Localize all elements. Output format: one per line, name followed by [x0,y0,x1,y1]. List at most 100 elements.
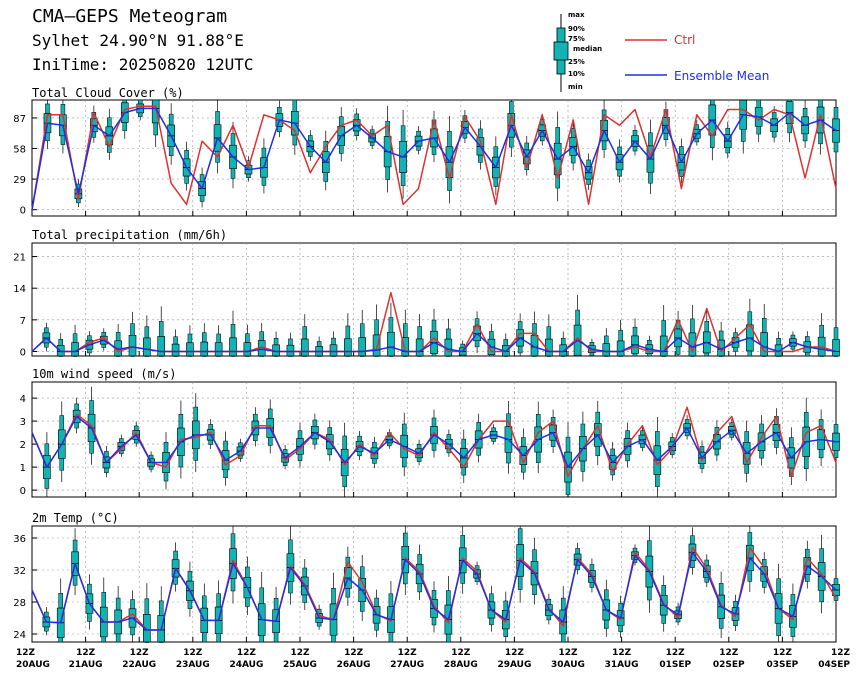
panel-title: 10m wind speed (m/s) [32,367,177,381]
box-outer-lower [589,352,595,356]
chart-title: CMA–GEPS Meteogram [32,6,228,27]
box-outer-lower [173,355,178,357]
box-outer-upper [158,600,164,616]
box-outer-upper [267,408,273,419]
box-outer-lower [87,613,92,622]
box-outer-lower [675,346,681,355]
box-outer-upper [72,539,78,553]
series-mean-line [31,107,837,210]
box-outer-upper [44,443,50,456]
box-outer-upper [45,103,50,114]
box-iqr [602,343,611,357]
box-outer-lower [818,449,824,459]
box-outer-lower [312,438,318,445]
box-outer-lower [302,355,308,357]
series-mean-line [31,551,837,631]
box-outer-lower [802,133,808,142]
box-outer-upper [292,99,298,112]
box-outer-lower [223,469,228,479]
box-outer-lower [546,355,552,357]
box-outer-lower [632,353,638,357]
x-tick-hour-label: 12Z [666,648,686,658]
box-outer-lower [316,622,322,627]
box-iqr [171,343,180,357]
box-outer-upper [253,413,258,422]
box-iqr [300,338,309,357]
series-mean-line [31,332,837,353]
box-outer-upper [575,548,580,555]
box-outer-lower [153,122,158,136]
y-tick-label: 2 [20,440,26,451]
box-outer-lower [267,437,273,446]
box-outer-upper [555,127,560,144]
box-outer-lower [253,434,258,441]
x-tick-hour-label: 12Z [831,648,851,658]
box-outer-lower [158,355,164,357]
box-outer-upper [59,415,65,431]
legend-key-label: median [573,45,602,53]
box-outer-lower [618,355,623,357]
box-outer-lower [663,132,669,141]
box-outer-lower [710,134,715,148]
box-outer-upper [261,147,267,159]
box-outer-lower [193,448,199,461]
box-outer-lower [744,463,749,474]
box-outer-upper [202,332,207,343]
box-outer-upper [761,318,767,333]
box-outer-upper [259,587,264,604]
box-outer-lower [133,439,139,444]
legend-key-label: 25% [568,58,585,66]
x-tick-hour-label: 12Z [76,648,96,658]
box-outer-upper [101,592,107,608]
legend-box-upper [556,27,566,43]
box-outer-upper [202,595,207,609]
ensemble-box [545,314,553,357]
box-outer-lower [137,112,143,117]
box-outer-upper [104,451,109,458]
box-outer-lower [345,588,351,598]
box-outer-lower [733,620,738,626]
box-outer-lower [74,422,79,429]
box-outer-lower [282,461,288,466]
box-outer-upper [771,112,777,120]
x-tick-hour-label: 12Z [505,648,525,658]
box-outer-lower [331,635,336,643]
box-outer-lower [704,577,710,583]
box-outer-lower [747,350,753,357]
box-outer-lower [58,355,63,357]
box-outer-lower [684,432,690,437]
box-outer-upper [173,336,178,345]
ensemble-box [659,305,668,357]
box-outer-lower [489,354,494,357]
box-outer-upper [302,326,308,340]
panel-1 [31,242,840,357]
box-outer-lower [790,627,796,637]
box-outer-upper [342,435,347,450]
box-outer-upper [187,571,193,582]
box-outer-upper [586,159,591,167]
box-outer-lower [184,175,189,184]
box-outer-upper [199,174,205,182]
box-iqr [760,332,769,357]
box-outer-lower [509,136,514,148]
box-outer-upper [273,338,279,346]
box-outer-upper [115,332,121,342]
box-outer-lower [506,452,511,464]
x-tick-hour-label: 12Z [719,648,739,658]
box-outer-upper [327,427,333,435]
box-outer-lower [44,626,49,632]
y-tick-label: 0 [20,206,26,217]
box-outer-upper [259,331,264,341]
box-outer-upper [478,128,483,138]
box-outer-lower [158,641,164,643]
box-outer-upper [560,597,566,611]
legend-mean-label: Ensemble Mean [674,69,769,83]
box-outer-lower [493,177,499,187]
box-outer-upper [655,431,660,447]
box-outer-upper [819,548,824,563]
box-outer-lower [101,343,107,348]
box-outer-upper [133,425,139,431]
box-outer-upper [509,101,514,114]
box-outer-lower [387,442,392,447]
box-outer-lower [718,618,724,629]
